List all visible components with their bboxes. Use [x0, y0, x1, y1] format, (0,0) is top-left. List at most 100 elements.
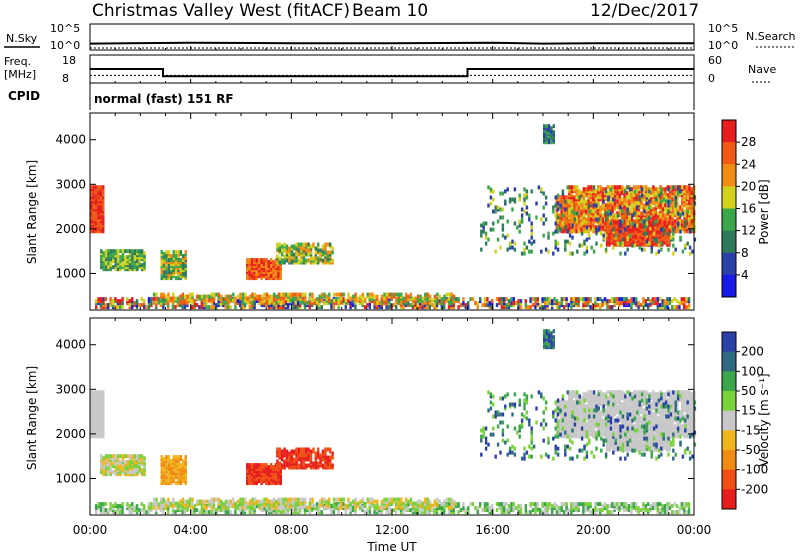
- velocity-cell: [443, 510, 445, 514]
- power-cell: [376, 295, 378, 299]
- power-cell: [227, 299, 229, 303]
- power-cell: [270, 258, 272, 262]
- power-cell: [438, 299, 440, 303]
- velocity-cell: [168, 455, 170, 459]
- power-cell: [555, 214, 557, 218]
- velocity-cell: [395, 510, 397, 514]
- power-cell: [575, 223, 577, 227]
- power-cell: [312, 257, 314, 261]
- velocity-cell: [342, 502, 344, 506]
- velocity-cell: [369, 510, 371, 514]
- velocity-cell: [115, 468, 117, 472]
- power-cell: [684, 214, 686, 218]
- power-cell: [242, 301, 244, 305]
- power-cell: [153, 301, 155, 305]
- power-cell: [298, 243, 300, 247]
- velocity-cell: [246, 463, 248, 467]
- power-cell: [162, 305, 164, 309]
- power-cell: [119, 259, 121, 263]
- power-cell: [490, 228, 492, 232]
- power-cell: [395, 301, 397, 305]
- power-cell: [270, 264, 272, 268]
- cpid-label: CPID: [8, 89, 40, 103]
- velocity-cell: [599, 502, 601, 506]
- velocity-cell: [168, 471, 170, 475]
- power-cell: [540, 218, 542, 222]
- power-cell: [557, 242, 559, 246]
- power-cell: [573, 185, 575, 189]
- power-cell: [121, 297, 123, 301]
- power-cell: [92, 213, 94, 217]
- velocity-cell: [297, 506, 299, 510]
- power-cell: [673, 305, 675, 309]
- power-cell: [314, 299, 316, 303]
- power-cell: [603, 204, 605, 208]
- power-cell: [653, 232, 655, 236]
- velocity-cell: [544, 502, 546, 506]
- power-cell: [412, 297, 414, 301]
- power-colorbar-segment: [722, 120, 736, 143]
- power-cell: [213, 293, 215, 297]
- power-cell: [646, 222, 648, 226]
- power-cell: [645, 185, 647, 189]
- power-cell: [545, 196, 547, 200]
- power-cell: [682, 250, 684, 254]
- power-cell: [598, 202, 600, 206]
- power-cell: [215, 303, 217, 307]
- power-cell: [687, 210, 689, 214]
- velocity-cell: [582, 502, 584, 506]
- power-cell: [273, 299, 275, 303]
- power-cell: [527, 305, 529, 309]
- power-cell: [292, 301, 294, 305]
- power-cell: [163, 274, 165, 278]
- velocity-cell: [253, 463, 255, 467]
- power-cell: [607, 185, 609, 189]
- power-cell: [507, 220, 509, 224]
- power-cell: [105, 303, 107, 307]
- power-cell: [330, 303, 332, 307]
- power-colorbar-segment: [722, 231, 736, 254]
- velocity-cell: [486, 508, 488, 512]
- velocity-cell: [126, 502, 128, 506]
- velocity-cell: [134, 468, 136, 472]
- power-cell: [618, 301, 620, 305]
- velocity-cell: [453, 508, 455, 512]
- power-cell: [419, 299, 421, 303]
- power-cell: [179, 295, 181, 299]
- velocity-cell: [162, 510, 164, 514]
- power-cell: [655, 191, 657, 195]
- velocity-cell: [582, 508, 584, 512]
- power-cell: [369, 305, 371, 309]
- velocity-cell: [280, 510, 282, 514]
- velocity-cell: [327, 456, 329, 460]
- power-cell: [589, 305, 591, 309]
- power-cell: [578, 225, 580, 229]
- power-cell: [605, 234, 607, 238]
- power-cell: [158, 301, 160, 305]
- power-cell: [175, 270, 177, 274]
- velocity-cell: [317, 448, 319, 452]
- power-cell: [201, 305, 203, 309]
- power-cell: [193, 299, 195, 303]
- power-cell: [451, 293, 453, 297]
- power-cell: [271, 295, 273, 299]
- power-cell: [167, 297, 169, 301]
- velocity-cell: [129, 508, 131, 512]
- power-cell: [688, 297, 690, 301]
- velocity-cell: [272, 479, 274, 483]
- power-cell: [424, 301, 426, 305]
- velocity-cell: [213, 510, 215, 514]
- power-cell: [103, 261, 105, 265]
- power-cell: [563, 195, 565, 199]
- power-cell: [100, 303, 102, 307]
- velocity-cell: [291, 450, 293, 454]
- power-cell: [682, 212, 684, 216]
- power-cell: [603, 234, 605, 238]
- power-cell: [105, 261, 107, 265]
- power-cell: [272, 274, 274, 278]
- power-cell: [521, 218, 523, 222]
- power-cell: [105, 249, 107, 253]
- power-cell: [281, 249, 283, 253]
- velocity-cell: [163, 457, 165, 461]
- power-cell: [300, 259, 302, 263]
